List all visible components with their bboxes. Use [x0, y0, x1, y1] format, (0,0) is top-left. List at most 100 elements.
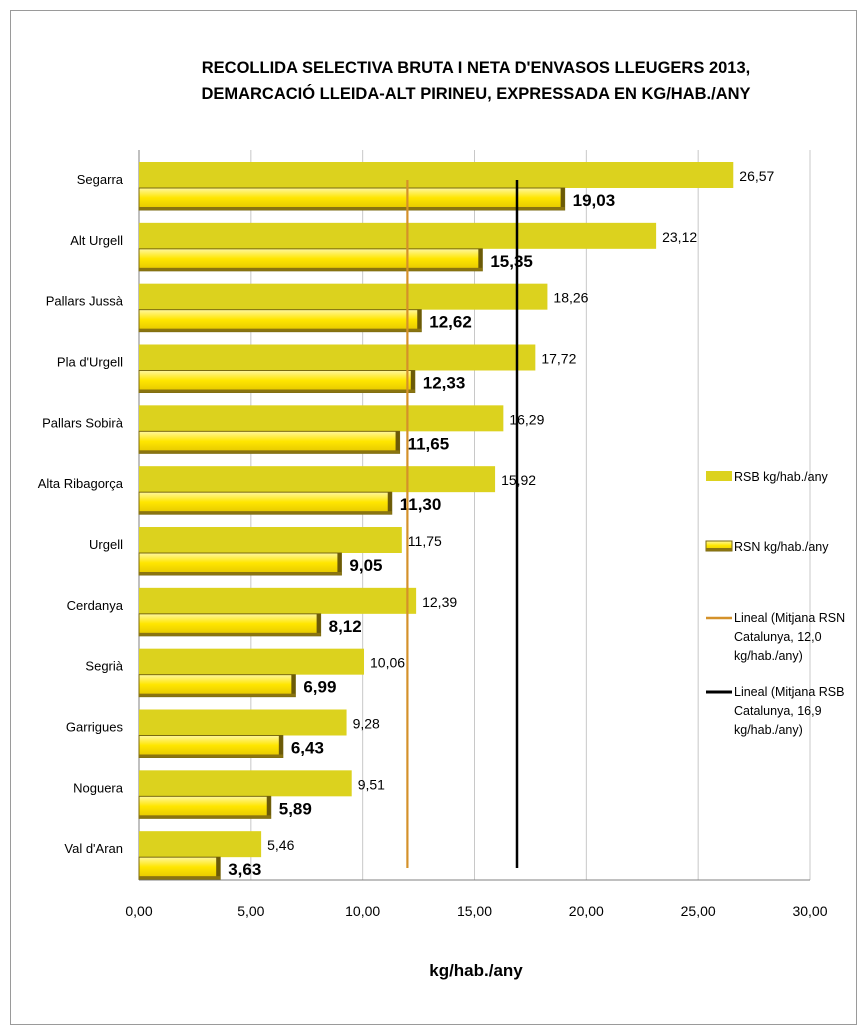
- bar-rsb: [139, 344, 536, 371]
- bar-rsn-shadow: [139, 511, 392, 515]
- bar-rsn: [138, 795, 272, 819]
- bar-rsn-bevel: [478, 248, 483, 271]
- x-tick-label: 30,00: [792, 903, 827, 919]
- data-label-rsb: 15,92: [501, 472, 536, 488]
- bar-rsn-bevel: [410, 370, 415, 393]
- bar-rsn-bevel: [291, 674, 296, 697]
- bar-rsn-shadow: [139, 328, 422, 332]
- title-line: DEMARCACIÓ LLEIDA-ALT PIRINEU, EXPRESSAD…: [201, 84, 750, 103]
- legend-swatch-rsn-shadow: [706, 548, 732, 551]
- bar-rsn-shadow: [139, 754, 283, 758]
- data-label-rsb: 23,12: [662, 229, 697, 245]
- legend-label-reference: kg/hab./any): [734, 723, 803, 737]
- bar-rsb: [139, 709, 347, 736]
- bar-rsb: [139, 466, 496, 493]
- legend-label-rsb: RSB kg/hab./any: [734, 470, 829, 484]
- bar-rsn: [138, 187, 566, 211]
- chart-title: RECOLLIDA SELECTIVA BRUTA I NETA D'ENVAS…: [201, 59, 750, 103]
- category-label: Pallars Jussà: [46, 294, 124, 309]
- data-label-rsn: 11,65: [408, 434, 450, 453]
- bar-rsn: [138, 613, 322, 637]
- bar-rsn-shadow: [139, 632, 321, 636]
- legend-label-reference: Catalunya, 12,0: [734, 630, 822, 644]
- bar-rsb: [139, 648, 365, 675]
- x-tick-label: 10,00: [345, 903, 380, 919]
- bars: 26,57 19,03 23,12 15,35 18,26 12,62 17,72 12,33…: [138, 162, 775, 880]
- legend-label-reference: Lineal (Mitjana RSB: [734, 685, 844, 699]
- legend-label-reference: Catalunya, 16,9: [734, 704, 822, 718]
- category-labels: Segarra Alt Urgell Pallars Jussà Pla d'Urge…: [38, 172, 124, 856]
- category-label: Pallars Sobirà: [42, 415, 124, 430]
- bar-rsn: [138, 735, 284, 758]
- bar-rsn-bevel: [216, 857, 221, 880]
- data-label-rsb: 12,39: [422, 594, 457, 610]
- bar-rsn: [138, 552, 342, 576]
- bar-rsn: [138, 430, 401, 454]
- data-label-rsn: 11,30: [400, 495, 442, 514]
- x-tick-labels: 0,00 5,00 10,00 15,00 20,00 25,00 30,00: [125, 903, 827, 919]
- x-axis-label: kg/hab./any: [429, 961, 523, 980]
- bar-rsn-bevel: [278, 735, 283, 758]
- bar-rsb: [139, 283, 548, 310]
- data-label-rsn: 19,03: [573, 191, 616, 210]
- x-axis-title: kg/hab./any: [429, 961, 523, 980]
- data-label-rsn: 6,99: [303, 678, 336, 697]
- legend: RSB kg/hab./any RSN kg/hab./any Lineal (Mi…: [705, 470, 845, 737]
- x-tick-label: 0,00: [125, 903, 152, 919]
- category-label: Garrigues: [66, 720, 124, 735]
- bar-rsn-bevel: [417, 309, 422, 332]
- x-tick-label: 25,00: [681, 903, 716, 919]
- bar-rsn: [138, 370, 416, 393]
- data-label-rsb: 9,28: [353, 716, 380, 732]
- bar-rsn-shadow: [139, 572, 342, 575]
- bar-rsn-bevel: [560, 188, 565, 210]
- data-label-rsb: 9,51: [358, 776, 385, 792]
- bar-rsn-bevel: [316, 613, 321, 636]
- data-label-rsn: 8,12: [329, 617, 362, 636]
- grid-lines: [138, 150, 811, 881]
- bar-rsb: [139, 162, 734, 188]
- data-label-rsb: 10,06: [370, 655, 405, 671]
- legend-label-reference: Lineal (Mitjana RSN: [734, 611, 845, 625]
- data-label-rsn: 3,63: [228, 860, 261, 879]
- bar-rsb: [139, 527, 402, 553]
- data-label-rsn: 6,43: [291, 739, 324, 758]
- data-label-rsb: 5,46: [267, 837, 294, 853]
- category-label: Pla d'Urgell: [57, 355, 123, 370]
- category-label: Alt Urgell: [70, 233, 123, 248]
- bar-rsb: [139, 770, 352, 797]
- data-label-rsb: 11,75: [408, 533, 442, 549]
- legend-swatch-rsb: [706, 471, 732, 481]
- bar-rsn: [138, 309, 422, 333]
- bar-rsn: [138, 248, 483, 272]
- x-tick-label: 5,00: [237, 903, 264, 919]
- reference-lines: [406, 180, 519, 868]
- bar-rsn-shadow: [139, 693, 296, 697]
- bar-rsb: [139, 831, 262, 858]
- title-line: RECOLLIDA SELECTIVA BRUTA I NETA D'ENVAS…: [202, 59, 750, 77]
- data-label-rsn: 15,35: [490, 252, 533, 271]
- data-label-rsb: 18,26: [553, 290, 588, 306]
- bar-rsn-shadow: [139, 389, 415, 393]
- category-label: Noguera: [73, 780, 124, 795]
- bar-rsb: [139, 222, 657, 249]
- bar-rsn-bevel: [387, 492, 392, 515]
- x-tick-label: 20,00: [569, 903, 604, 919]
- x-tick-label: 15,00: [457, 903, 492, 919]
- bar-rsn-shadow: [139, 876, 221, 880]
- data-label-rsb: 16,29: [509, 411, 544, 427]
- legend-label-reference: kg/hab./any): [734, 649, 803, 663]
- bar-rsn-shadow: [139, 267, 483, 271]
- bar-rsn-bevel: [337, 553, 342, 575]
- category-label: Urgell: [89, 537, 123, 552]
- bar-rsn-shadow: [139, 207, 565, 210]
- bar-rsn-bevel: [266, 796, 271, 819]
- bar-rsb: [139, 587, 417, 614]
- category-label: Cerdanya: [67, 598, 124, 613]
- bar-rsn-shadow: [139, 450, 400, 454]
- data-label-rsn: 5,89: [279, 799, 312, 818]
- legend-label-rsn: RSN kg/hab./any: [734, 540, 829, 554]
- bar-rsn-bevel: [395, 431, 400, 454]
- category-label: Val d'Aran: [64, 841, 123, 856]
